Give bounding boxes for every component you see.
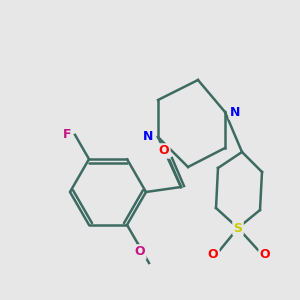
Text: O: O bbox=[135, 245, 145, 259]
Text: S: S bbox=[233, 221, 242, 235]
Text: F: F bbox=[63, 128, 71, 141]
Text: O: O bbox=[260, 248, 270, 262]
Text: N: N bbox=[230, 106, 240, 118]
Text: N: N bbox=[143, 130, 153, 143]
Text: O: O bbox=[159, 145, 169, 158]
Text: O: O bbox=[208, 248, 218, 262]
